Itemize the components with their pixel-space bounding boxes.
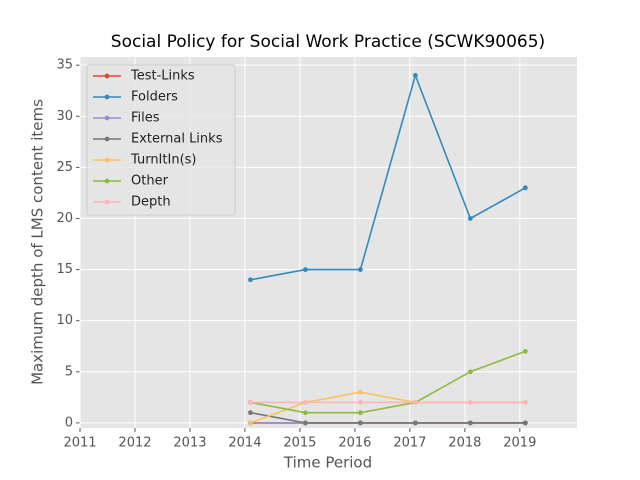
y-tick-label: 20: [56, 211, 73, 226]
x-tick-label: 2011: [63, 436, 96, 451]
data-point: [357, 420, 363, 426]
legend-box: [86, 64, 236, 216]
y-tick-label: 15: [56, 262, 73, 277]
data-point: [357, 389, 363, 395]
x-tick-label: 2017: [393, 436, 426, 451]
data-point: [467, 420, 473, 426]
x-tick-label: 2015: [283, 436, 316, 451]
series-line: [250, 72, 526, 281]
data-point: [522, 420, 528, 426]
data-point: [248, 400, 253, 405]
x-tick-label: 2012: [118, 436, 151, 451]
y-tick-label: 5: [65, 364, 73, 379]
y-tick-label: 30: [56, 109, 73, 124]
x-tick-label: 2019: [503, 436, 536, 451]
data-point: [357, 267, 363, 272]
legend-marker: [104, 136, 110, 142]
data-point: [467, 216, 473, 221]
x-tick-label: 2016: [338, 436, 371, 451]
series-line: [250, 350, 526, 414]
x-tick-label: 2018: [448, 436, 481, 451]
y-axis-label: Maximum depth of LMS content items: [29, 99, 47, 385]
y-tick-label: 0: [65, 415, 73, 430]
legend: Test-Links Folders Files External Links Turn…: [86, 64, 236, 216]
data-point: [467, 369, 473, 375]
data-point: [522, 185, 528, 191]
legend-label: TurnItIn(s): [130, 153, 196, 168]
data-point: [412, 72, 418, 78]
data-point: [303, 400, 308, 405]
x-tick-label: 2014: [228, 436, 261, 451]
data-point: [522, 400, 528, 405]
legend-label: Other: [131, 174, 169, 189]
legend-marker: [104, 73, 110, 79]
data-point: [303, 420, 308, 426]
data-point: [522, 348, 528, 354]
data-point: [412, 420, 418, 426]
chart-title: Social Policy for Social Work Practice (…: [111, 32, 545, 52]
legend-label: Folders: [131, 90, 178, 105]
series-line: [250, 411, 526, 424]
legend-label: Depth: [131, 195, 171, 210]
y-tick-label: 10: [56, 313, 73, 328]
x-axis-label: Time Period: [283, 454, 372, 472]
x-tick-label: 2013: [173, 436, 206, 451]
lines: [248, 72, 528, 426]
legend-marker: [104, 199, 110, 205]
data-point: [467, 400, 473, 405]
data-point: [412, 400, 418, 405]
legend-label: Files: [131, 111, 160, 126]
grid: 0 5 10 15 20 25 30 35 2011 2012 2013 2014 2015 2016 20…: [56, 57, 577, 451]
legend-label: External Links: [131, 132, 223, 147]
data-point: [357, 410, 363, 416]
legend-marker: [104, 94, 110, 100]
data-point: [248, 410, 253, 416]
legend-marker: [104, 178, 110, 184]
legend-marker: [104, 115, 110, 121]
legend-marker: [104, 157, 110, 163]
legend-label: Test-Links: [130, 69, 195, 84]
data-point: [303, 410, 308, 416]
y-tick-label: 35: [56, 58, 73, 73]
data-point: [357, 400, 363, 405]
data-point: [248, 420, 253, 426]
data-point: [248, 277, 253, 283]
y-tick-label: 25: [56, 160, 73, 175]
data-point: [303, 267, 308, 272]
